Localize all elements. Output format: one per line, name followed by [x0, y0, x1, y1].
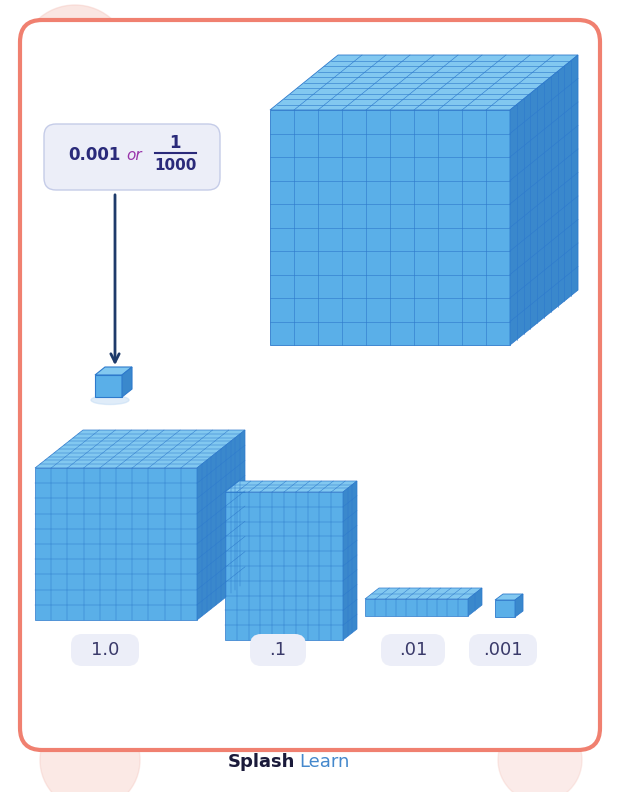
Text: .01: .01 [399, 641, 427, 659]
Text: .1: .1 [270, 641, 286, 659]
Text: 0.001: 0.001 [68, 146, 120, 164]
Circle shape [517, 22, 593, 98]
Polygon shape [495, 594, 523, 600]
Polygon shape [343, 481, 357, 640]
Text: Learn: Learn [299, 753, 350, 771]
FancyBboxPatch shape [250, 634, 306, 666]
Polygon shape [510, 55, 578, 345]
FancyBboxPatch shape [381, 634, 445, 666]
FancyBboxPatch shape [71, 634, 139, 666]
Text: .001: .001 [483, 641, 523, 659]
Polygon shape [35, 468, 197, 620]
Text: Splash: Splash [228, 753, 295, 771]
Polygon shape [365, 599, 468, 616]
Polygon shape [225, 492, 343, 640]
Polygon shape [515, 594, 523, 617]
Polygon shape [468, 588, 482, 616]
Polygon shape [95, 367, 132, 375]
Circle shape [20, 5, 130, 115]
Polygon shape [270, 110, 510, 345]
Polygon shape [365, 588, 482, 599]
Polygon shape [122, 367, 132, 397]
Text: 1.0: 1.0 [91, 641, 119, 659]
Text: or: or [126, 147, 141, 162]
Ellipse shape [91, 395, 129, 405]
Polygon shape [197, 430, 245, 620]
Polygon shape [95, 375, 122, 397]
Polygon shape [270, 55, 578, 110]
Text: 1000: 1000 [154, 158, 196, 173]
Circle shape [40, 710, 140, 792]
FancyBboxPatch shape [44, 124, 220, 190]
Text: 1: 1 [169, 134, 181, 152]
Polygon shape [225, 481, 357, 492]
FancyBboxPatch shape [469, 634, 537, 666]
FancyBboxPatch shape [20, 20, 600, 750]
Circle shape [498, 718, 582, 792]
Polygon shape [495, 600, 515, 617]
Polygon shape [35, 430, 245, 468]
